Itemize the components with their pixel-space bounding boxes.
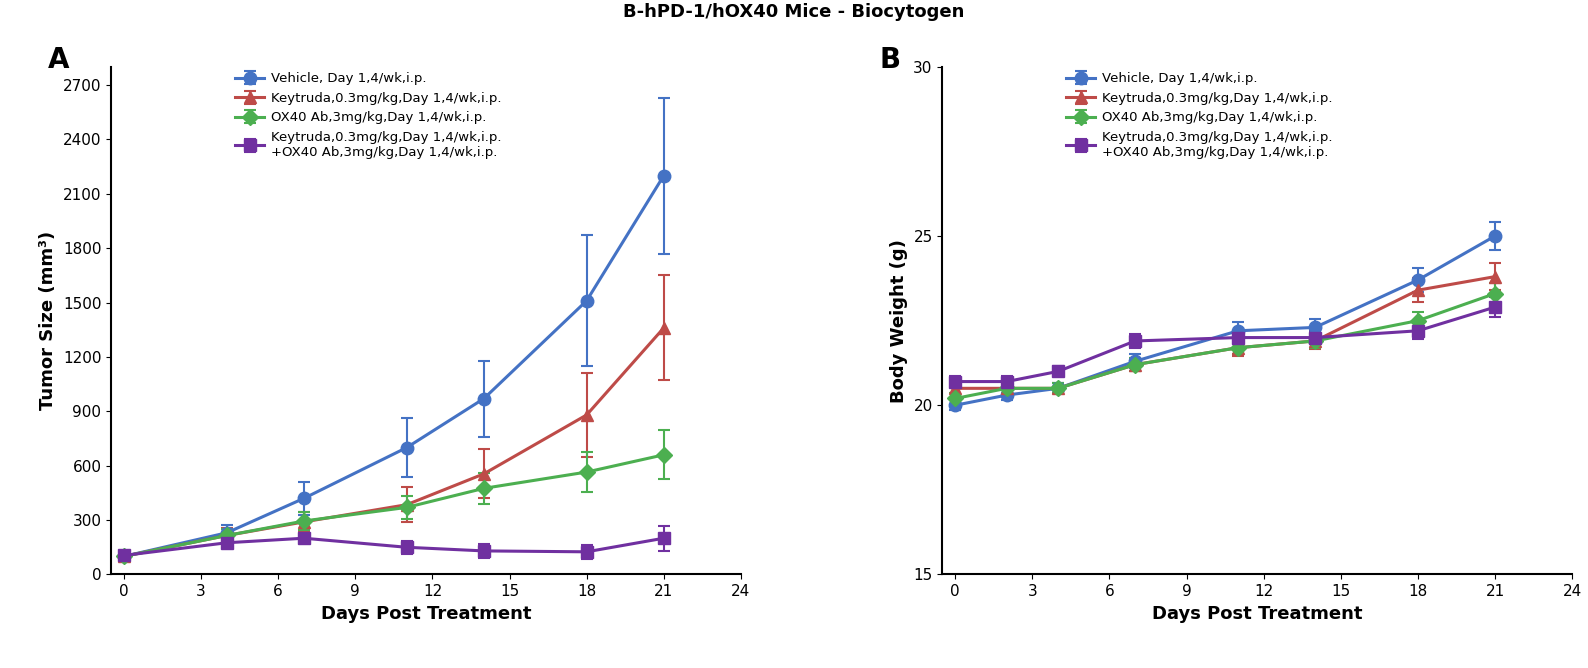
X-axis label: Days Post Treatment: Days Post Treatment bbox=[321, 605, 532, 623]
Text: B-hPD-1/hOX40 Mice - Biocytogen: B-hPD-1/hOX40 Mice - Biocytogen bbox=[624, 3, 964, 21]
Legend: Vehicle, Day 1,4/wk,i.p., Keytruda,0.3mg/kg,Day 1,4/wk,i.p., OX40 Ab,3mg/kg,Day : Vehicle, Day 1,4/wk,i.p., Keytruda,0.3mg… bbox=[232, 68, 505, 163]
X-axis label: Days Post Treatment: Days Post Treatment bbox=[1151, 605, 1363, 623]
Text: B: B bbox=[880, 47, 900, 75]
Y-axis label: Body Weight (g): Body Weight (g) bbox=[889, 238, 908, 403]
Y-axis label: Tumor Size (mm³): Tumor Size (mm³) bbox=[40, 231, 57, 410]
Text: A: A bbox=[48, 47, 70, 75]
Legend: Vehicle, Day 1,4/wk,i.p., Keytruda,0.3mg/kg,Day 1,4/wk,i.p., OX40 Ab,3mg/kg,Day : Vehicle, Day 1,4/wk,i.p., Keytruda,0.3mg… bbox=[1062, 68, 1337, 163]
